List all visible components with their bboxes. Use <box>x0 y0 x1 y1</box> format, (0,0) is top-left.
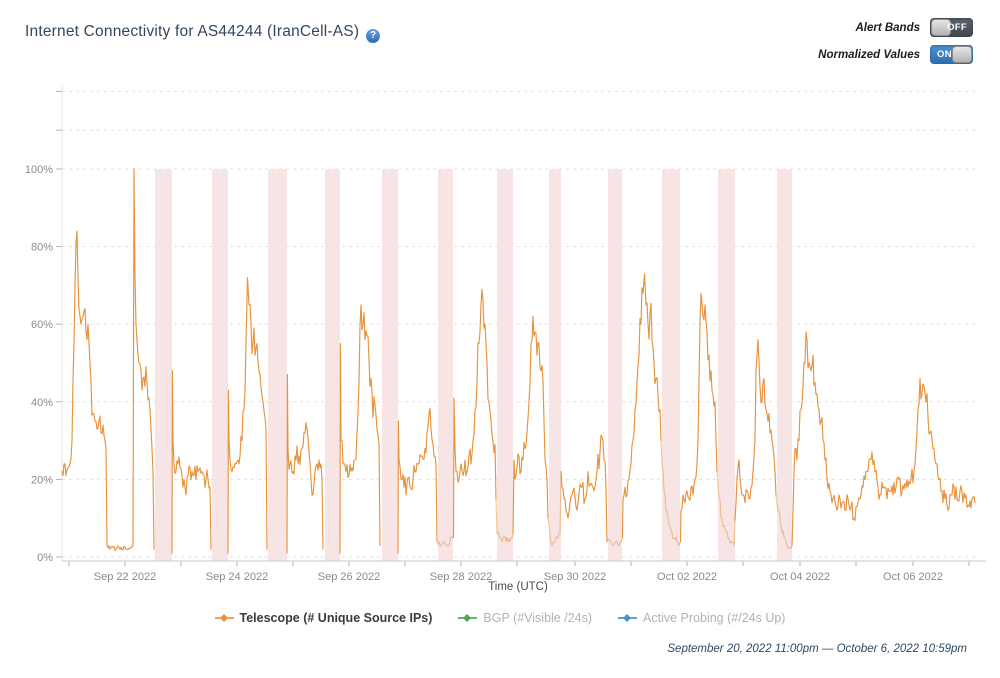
svg-text:0%: 0% <box>37 552 53 564</box>
svg-text:40%: 40% <box>31 397 53 409</box>
axes: Sep 22 2022 Sep 24 2022 Sep 26 2022 Sep 28 … <box>62 560 986 583</box>
svg-text:Oct 04 2022: Oct 04 2022 <box>770 571 830 583</box>
legend-marker-icon <box>458 614 478 622</box>
svg-text:Sep 22 2022: Sep 22 2022 <box>94 571 156 583</box>
svg-text:Oct 06 2022: Oct 06 2022 <box>883 571 943 583</box>
alert-band <box>549 169 561 561</box>
svg-text:100%: 100% <box>25 164 53 176</box>
x-axis-title: Time (UTC) <box>488 581 548 593</box>
alert-band <box>212 169 228 561</box>
alert-band <box>718 169 735 561</box>
normalized-values-switch-knob <box>952 46 972 63</box>
svg-text:Oct 02 2022: Oct 02 2022 <box>657 571 717 583</box>
svg-text:Sep 26 2022: Sep 26 2022 <box>318 571 380 583</box>
normalized-values-label: Normalized Values <box>818 48 920 61</box>
svg-text:Sep 30 2022: Sep 30 2022 <box>544 571 606 583</box>
legend-marker-icon <box>618 614 638 622</box>
date-range: September 20, 2022 11:00pm — October 6, … <box>667 643 967 655</box>
legend-item-telescope[interactable]: Telescope (# Unique Source IPs) <box>214 611 433 625</box>
gridlines: 0% 20% 40% 60% 80% 100% <box>25 85 975 564</box>
legend-label: BGP (#Visible /24s) <box>483 611 593 625</box>
legend-item-active-probing[interactable]: Active Probing (#/24s Up) <box>618 611 785 625</box>
alert-band <box>155 169 172 561</box>
alert-bands-switch[interactable]: OFF <box>930 18 973 37</box>
alert-band <box>268 169 287 561</box>
svg-text:60%: 60% <box>31 319 53 331</box>
chart-legend: Telescope (# Unique Source IPs) BGP (#Vis… <box>0 611 1000 625</box>
svg-text:Sep 24 2022: Sep 24 2022 <box>206 571 268 583</box>
page-title-text: Internet Connectivity for AS44244 (IranC… <box>25 23 360 40</box>
alert-bands <box>155 169 792 561</box>
telescope-series-line <box>61 168 976 554</box>
alert-band <box>777 169 792 561</box>
legend-item-bgp[interactable]: BGP (#Visible /24s) <box>458 611 592 625</box>
help-icon[interactable]: ? <box>366 28 381 43</box>
svg-text:20%: 20% <box>31 474 53 486</box>
svg-text:80%: 80% <box>31 242 53 254</box>
alert-bands-label: Alert Bands <box>855 21 920 34</box>
svg-text:Sep 28 2022: Sep 28 2022 <box>430 571 492 583</box>
normalized-values-switch-state: ON <box>937 49 952 60</box>
legend-label: Active Probing (#/24s Up) <box>643 611 786 625</box>
page-title: Internet Connectivity for AS44244 (IranC… <box>25 23 381 43</box>
normalized-values-switch[interactable]: ON <box>930 45 973 64</box>
alert-bands-switch-state: OFF <box>947 22 967 33</box>
alert-band <box>438 169 453 561</box>
alert-band <box>608 169 622 561</box>
legend-marker-icon <box>214 614 234 622</box>
normalized-values-toggle-row: Normalized Values ON <box>818 45 973 64</box>
alert-band <box>497 169 513 561</box>
alert-band <box>325 169 340 561</box>
alert-bands-switch-knob <box>931 19 951 36</box>
alert-bands-toggle-row: Alert Bands OFF <box>855 18 973 37</box>
alert-band <box>382 169 398 561</box>
alert-band <box>662 169 680 561</box>
legend-label: Telescope (# Unique Source IPs) <box>239 611 433 625</box>
